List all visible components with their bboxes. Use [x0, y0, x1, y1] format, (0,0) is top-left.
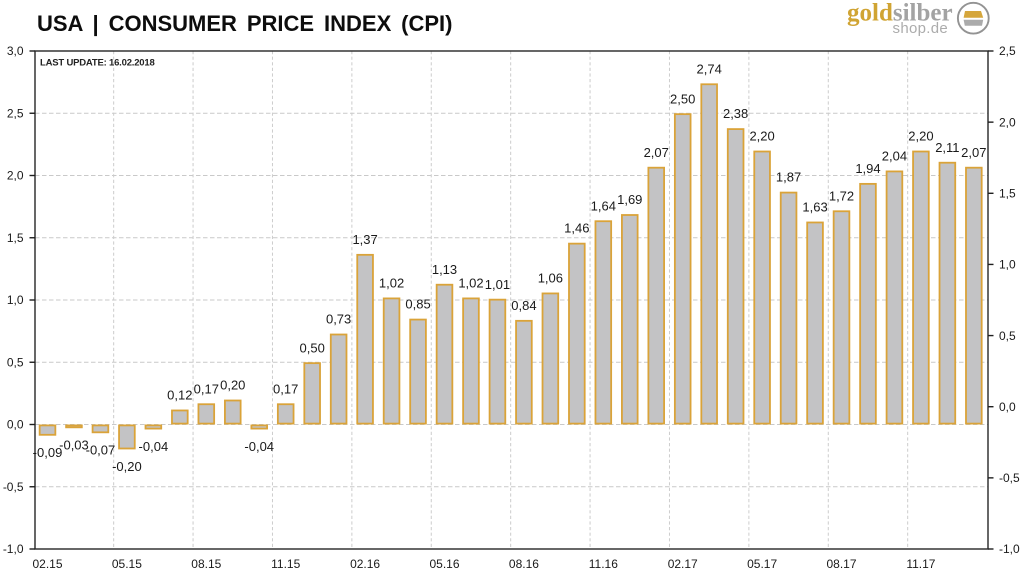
svg-text:USA | CONSUMER PRICE INDEX (CP: USA | CONSUMER PRICE INDEX (CPI) [37, 11, 452, 36]
svg-text:2,20: 2,20 [749, 129, 774, 144]
svg-text:1,5: 1,5 [7, 231, 24, 245]
svg-text:2,04: 2,04 [882, 149, 907, 164]
svg-text:-0,07: -0,07 [86, 443, 116, 458]
svg-text:05.17: 05.17 [747, 557, 777, 571]
svg-text:0,5: 0,5 [999, 329, 1016, 343]
svg-text:11.16: 11.16 [589, 557, 618, 571]
svg-text:-0,5: -0,5 [3, 480, 24, 494]
svg-text:2,07: 2,07 [644, 145, 669, 160]
svg-text:0,17: 0,17 [273, 381, 298, 396]
svg-text:LAST UPDATE: 16.02.2018: LAST UPDATE: 16.02.2018 [40, 58, 155, 69]
svg-text:1,01: 1,01 [485, 277, 510, 292]
svg-text:02.17: 02.17 [668, 557, 698, 571]
svg-text:0,17: 0,17 [194, 381, 219, 396]
svg-text:2,50: 2,50 [670, 91, 695, 106]
svg-text:2,07: 2,07 [961, 145, 986, 160]
svg-text:2,0: 2,0 [7, 169, 24, 183]
svg-text:08.17: 08.17 [826, 557, 856, 571]
svg-text:0,50: 0,50 [300, 340, 325, 355]
svg-text:0,85: 0,85 [405, 297, 430, 312]
svg-text:goldsilber: goldsilber [847, 0, 953, 27]
svg-text:1,94: 1,94 [855, 161, 880, 176]
svg-text:0,20: 0,20 [220, 378, 245, 393]
svg-text:shop.de: shop.de [893, 20, 948, 37]
svg-text:2,74: 2,74 [697, 61, 722, 76]
svg-text:05.16: 05.16 [429, 557, 459, 571]
svg-text:0,12: 0,12 [167, 388, 192, 403]
svg-text:-1,0: -1,0 [3, 542, 24, 556]
svg-text:2,5: 2,5 [999, 44, 1016, 58]
svg-text:-0,5: -0,5 [999, 471, 1020, 485]
svg-text:2,11: 2,11 [935, 140, 959, 155]
svg-text:1,5: 1,5 [999, 186, 1016, 200]
svg-text:1,06: 1,06 [538, 271, 563, 286]
svg-text:05.15: 05.15 [112, 557, 142, 571]
svg-text:2,20: 2,20 [908, 129, 933, 144]
svg-text:0,0: 0,0 [999, 400, 1016, 414]
svg-text:1,46: 1,46 [564, 221, 589, 236]
svg-text:2,5: 2,5 [7, 106, 24, 120]
svg-text:1,69: 1,69 [617, 192, 642, 207]
svg-text:-0,09: -0,09 [33, 445, 63, 460]
svg-text:2,38: 2,38 [723, 106, 748, 121]
svg-text:3,0: 3,0 [7, 44, 24, 58]
svg-text:1,0: 1,0 [7, 293, 24, 307]
svg-text:-0,20: -0,20 [112, 459, 142, 474]
svg-text:08.16: 08.16 [509, 557, 539, 571]
svg-text:-0,04: -0,04 [244, 439, 274, 454]
svg-text:02.15: 02.15 [32, 557, 62, 571]
svg-text:-0,04: -0,04 [139, 439, 169, 454]
svg-text:1,37: 1,37 [352, 232, 377, 247]
svg-text:1,64: 1,64 [591, 198, 616, 213]
svg-text:1,13: 1,13 [432, 262, 457, 277]
svg-text:1,02: 1,02 [379, 276, 404, 291]
svg-text:11.17: 11.17 [906, 557, 935, 571]
svg-text:0,0: 0,0 [7, 418, 24, 432]
svg-text:1,72: 1,72 [829, 188, 854, 203]
svg-text:1,0: 1,0 [999, 258, 1016, 272]
svg-text:2,0: 2,0 [999, 115, 1016, 129]
svg-text:0,5: 0,5 [7, 355, 24, 369]
svg-text:0,84: 0,84 [511, 298, 536, 313]
svg-text:11.15: 11.15 [271, 557, 300, 571]
svg-text:-0,03: -0,03 [59, 438, 89, 453]
svg-text:1,02: 1,02 [458, 276, 483, 291]
svg-text:0,73: 0,73 [326, 312, 351, 327]
svg-text:1,87: 1,87 [776, 170, 801, 185]
svg-text:-1,0: -1,0 [999, 542, 1020, 556]
svg-text:08.15: 08.15 [191, 557, 221, 571]
svg-text:02.16: 02.16 [350, 557, 380, 571]
svg-text:1,63: 1,63 [802, 200, 827, 215]
